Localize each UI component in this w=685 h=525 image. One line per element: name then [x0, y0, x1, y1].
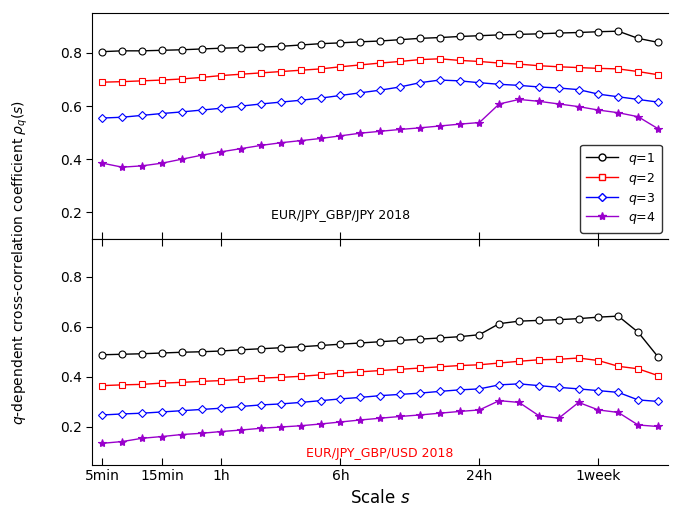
- Text: EUR/JPY_GBP/JPY 2018: EUR/JPY_GBP/JPY 2018: [271, 209, 410, 222]
- Legend: $q$=1, $q$=2, $q$=3, $q$=4: $q$=1, $q$=2, $q$=3, $q$=4: [580, 145, 662, 233]
- Text: $q$-dependent cross-correlation coefficient $\rho_q(s)$: $q$-dependent cross-correlation coeffici…: [11, 100, 30, 425]
- Text: EUR/JPY_GBP/USD 2018: EUR/JPY_GBP/USD 2018: [306, 447, 454, 460]
- X-axis label: Scale $s$: Scale $s$: [350, 489, 410, 507]
